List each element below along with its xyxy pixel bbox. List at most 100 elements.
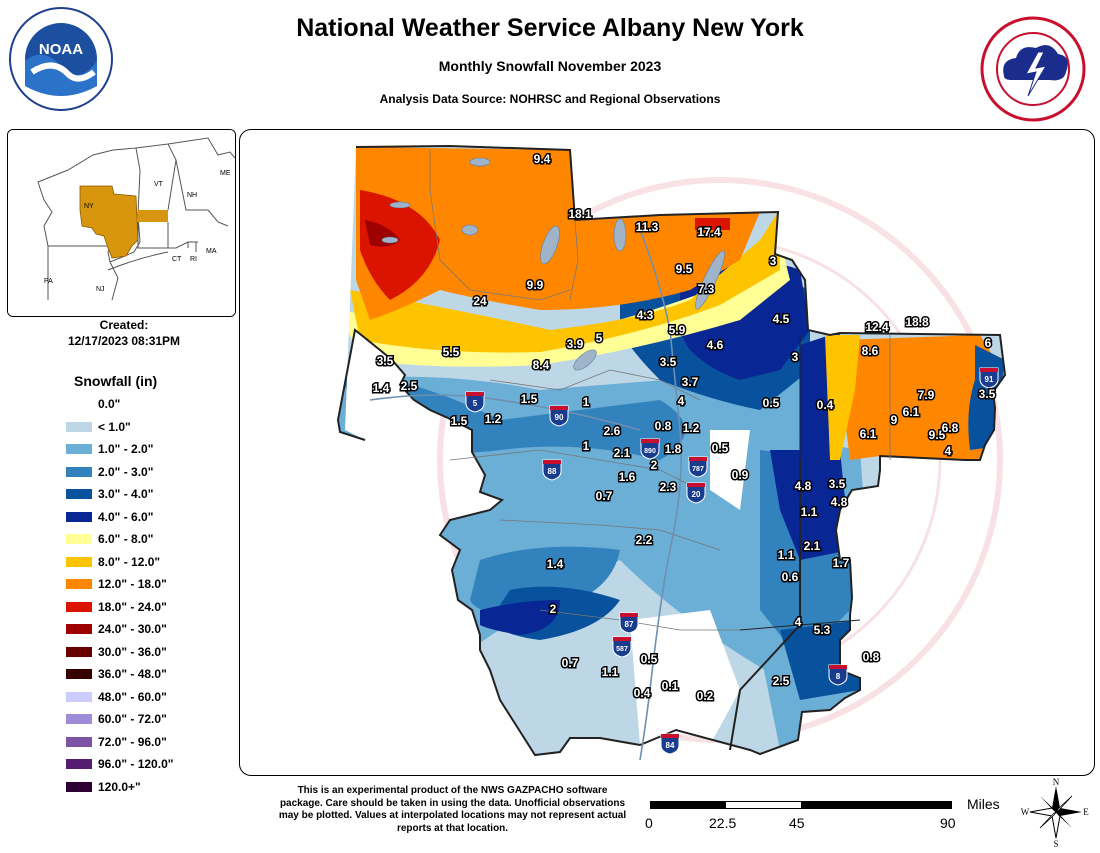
- snowfall-value: 0.5: [712, 441, 729, 455]
- snowfall-value: 2.1: [614, 446, 631, 460]
- interstate-number: 90: [555, 413, 564, 422]
- snowfall-value: 4.8: [795, 479, 812, 493]
- legend-label: 30.0" - 36.0": [98, 644, 167, 659]
- snowfall-value: 3.5: [979, 387, 996, 401]
- snowfall-value: 3: [792, 350, 799, 364]
- legend-swatch: [66, 489, 92, 500]
- legend-swatch: [66, 781, 92, 792]
- interstate-shield-icon: 8: [828, 664, 848, 686]
- interstate-shield-icon: 84: [660, 733, 680, 755]
- minor-boundaries: [429, 150, 891, 631]
- snowfall-value: 2.5: [773, 674, 790, 688]
- legend-item: 2.0" - 3.0": [66, 461, 153, 484]
- inset-state-nj: NJ: [96, 286, 105, 293]
- snowfall-value: 5.9: [669, 323, 686, 337]
- snowfall-value: 4: [795, 615, 802, 629]
- data-source: Analysis Data Source: NOHRSC and Regiona…: [379, 92, 721, 106]
- legend-item: 60.0" - 72.0": [66, 708, 167, 731]
- snowfall-value: 0.8: [655, 419, 672, 433]
- snowfall-value: 1: [583, 395, 590, 409]
- legend-item: 4.0" - 6.0": [66, 506, 153, 529]
- legend-item: < 1.0": [66, 416, 131, 439]
- snowfall-value: 3.5: [377, 354, 394, 368]
- interstate-shield-icon: 890: [640, 438, 660, 460]
- legend-label: 3.0" - 4.0": [98, 487, 154, 502]
- interstate-shield-icon: 88: [542, 459, 562, 481]
- interstate-number: 84: [666, 741, 675, 750]
- snowfall-value: 4.5: [773, 312, 790, 326]
- legend-label: < 1.0": [98, 419, 131, 434]
- noaa-logo: NOAA: [8, 6, 114, 112]
- legend-swatch: [66, 691, 92, 702]
- legend-item: 24.0" - 30.0": [66, 618, 167, 641]
- snowfall-value: 2.2: [636, 533, 653, 547]
- snowfall-value: 0.2: [697, 689, 714, 703]
- legend-swatch: [66, 646, 92, 657]
- legend-swatch: [66, 399, 92, 410]
- interstate-shield-icon: 87: [619, 612, 639, 634]
- legend-swatch: [66, 444, 92, 455]
- nws-logo: [980, 16, 1086, 122]
- map-subtitle: Monthly Snowfall November 2023: [438, 58, 662, 74]
- compass-n: N: [1053, 777, 1060, 787]
- snowfall-value: 6.1: [860, 427, 877, 441]
- legend-item: 12.0" - 18.0": [66, 573, 167, 596]
- snowfall-value: 4.8: [831, 495, 848, 509]
- snowfall-value: 2.5: [401, 379, 418, 393]
- scale-tick-90: 90: [940, 815, 956, 831]
- map-title: National Weather Service Albany New York: [296, 14, 804, 42]
- legend-swatch: [66, 736, 92, 747]
- legend-swatch: [66, 466, 92, 477]
- interstate-number: 88: [548, 467, 557, 476]
- snowfall-value: 8.6: [862, 344, 879, 358]
- compass-s: S: [1053, 839, 1058, 848]
- legend-swatch: [66, 556, 92, 567]
- snowfall-value: 0.1: [662, 679, 679, 693]
- snowfall-value: 7.9: [918, 388, 935, 402]
- locator-inset-map: ME VT NH NY MA CT RI PA NJ: [7, 129, 236, 317]
- snowfall-value: 5.3: [814, 623, 831, 637]
- snowfall-value: 1.8: [665, 442, 682, 456]
- snowfall-value: 0.4: [817, 398, 834, 412]
- legend-label: 12.0" - 18.0": [98, 577, 167, 592]
- legend-swatch: [66, 534, 92, 545]
- interstate-number: 890: [644, 448, 656, 455]
- snowfall-value: 0.9: [732, 468, 749, 482]
- created-label: Created:: [99, 318, 149, 332]
- snowfall-value: 18.1: [568, 207, 592, 221]
- interstate-shield-icon: 20: [686, 482, 706, 504]
- inset-state-pa: PA: [44, 278, 53, 285]
- snowfall-value: 2: [651, 458, 658, 472]
- snowfall-value: 1.1: [801, 505, 818, 519]
- legend-item: 3.0" - 4.0": [66, 483, 153, 506]
- snowfall-value: 18.8: [905, 315, 929, 329]
- snowfall-value: 6: [985, 336, 992, 350]
- legend-swatch: [66, 624, 92, 635]
- snowfall-value: 0.6: [782, 570, 799, 584]
- legend-item: 48.0" - 60.0": [66, 686, 167, 709]
- snowfall-value: 5.5: [443, 345, 460, 359]
- snowfall-value: 1.5: [451, 414, 468, 428]
- snowfall-value: 2.6: [604, 424, 621, 438]
- snowfall-value: 1.6: [619, 470, 636, 484]
- snowfall-value: 9.5: [676, 262, 693, 276]
- legend-label: 72.0" - 96.0": [98, 734, 167, 749]
- legend-label: 18.0" - 24.0": [98, 599, 167, 614]
- interstate-number: 787: [692, 466, 704, 473]
- legend-item: 30.0" - 36.0": [66, 641, 167, 664]
- snowfall-value: 1: [583, 439, 590, 453]
- interstate-shield-icon: 5: [465, 391, 485, 413]
- snowfall-value: 8.4: [533, 358, 550, 372]
- inset-state-vt: VT: [154, 181, 164, 188]
- snowfall-value: 2.3: [660, 480, 677, 494]
- snowfall-value: 12.4: [865, 320, 889, 334]
- legend-label: 8.0" - 12.0": [98, 554, 161, 569]
- snowfall-value: 17.4: [697, 225, 721, 239]
- snowfall-value: 3: [770, 254, 777, 268]
- noaa-logo-text: NOAA: [39, 41, 83, 58]
- legend-swatch: [66, 669, 92, 680]
- snowfall-value: 3.5: [660, 355, 677, 369]
- legend-item: 72.0" - 96.0": [66, 731, 167, 754]
- snowfall-value: 7.3: [698, 282, 715, 296]
